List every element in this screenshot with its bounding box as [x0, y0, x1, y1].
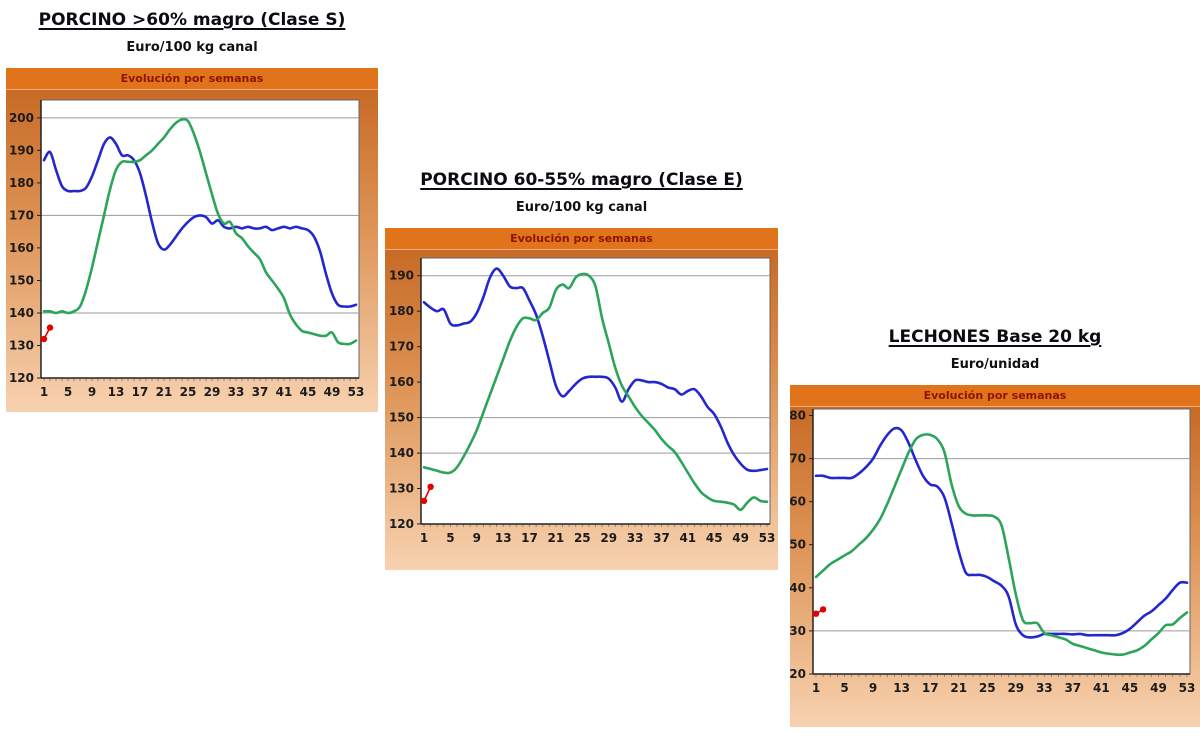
- x-axis-label: 45: [706, 531, 723, 545]
- x-axis-label: 49: [1150, 681, 1167, 695]
- panel-header-clase-s: Evolución por semanas: [6, 68, 378, 90]
- x-axis-label: 41: [1093, 681, 1110, 695]
- chart-subtitle-lechones: Euro/unidad: [950, 357, 1040, 372]
- series-line-green: [422, 272, 769, 512]
- chart-title-clase-e: PORCINO 60-55% magro (Clase E): [420, 170, 743, 190]
- chart-panel-lechones: Evolución por semanas 20 30 40 50 60 70 80 1 5 9 1…: [790, 385, 1200, 727]
- y-axis-label: 190: [389, 269, 414, 283]
- plot-area: [812, 408, 1191, 675]
- y-axis-label: 170: [389, 340, 414, 354]
- x-axis-label: 5: [840, 681, 848, 695]
- red-marker-point: [427, 483, 434, 490]
- x-axis-label: 9: [869, 681, 877, 695]
- y-axis-label: 160: [389, 375, 414, 389]
- x-axis-label: 53: [1179, 681, 1196, 695]
- x-axis-label: 13: [495, 531, 512, 545]
- y-axis-label: 190: [9, 143, 34, 157]
- x-axis-label: 37: [252, 385, 269, 399]
- chart-block-lechones: LECHONES Base 20 kg Euro/unidad Evolució…: [790, 325, 1200, 727]
- y-axis-label: 70: [790, 452, 806, 466]
- x-axis-label: 45: [1122, 681, 1139, 695]
- y-axis-label: 150: [9, 274, 34, 288]
- x-axis-label: 53: [348, 385, 365, 399]
- red-marker-point: [819, 606, 827, 613]
- red-marker-point: [46, 324, 54, 331]
- x-axis-label: 37: [653, 531, 670, 545]
- chart-canvas-lechones: 20 30 40 50 60 70 80 1 5 9 13 17 21 25 29 33 37 41 45 49 53: [790, 408, 1196, 695]
- red-marker-point: [420, 497, 428, 505]
- y-axis-label: 200: [9, 111, 34, 125]
- x-axis-label: 37: [1064, 681, 1081, 695]
- y-axis-label: 150: [389, 411, 414, 425]
- y-axis-label: 130: [389, 482, 414, 496]
- x-axis-label: 5: [446, 531, 454, 545]
- x-axis-label: 25: [979, 681, 996, 695]
- chart-canvas-clase-e: 120 130 140 150 160 170 180 190 1 5 9 13 17 21 25 29 33 3…: [389, 257, 776, 545]
- x-axis-label: 9: [88, 385, 96, 399]
- x-axis-label: 33: [1036, 681, 1053, 695]
- y-axis-label: 160: [9, 241, 34, 255]
- y-axis-label: 180: [389, 304, 414, 318]
- chart-block-clase-s: PORCINO >60% magro (Clase S) Euro/100 kg…: [6, 8, 378, 412]
- y-axis-label: 170: [9, 208, 34, 222]
- panel-header-lechones: Evolución por semanas: [790, 385, 1200, 407]
- chart-subtitle-clase-e: Euro/100 kg canal: [515, 200, 648, 215]
- plot-area: [420, 257, 771, 525]
- y-axis-label: 140: [389, 446, 414, 460]
- x-axis-label: 41: [276, 385, 293, 399]
- x-axis-label: 33: [627, 531, 644, 545]
- series-line-blue: [422, 267, 769, 473]
- x-axis-label: 29: [600, 531, 617, 545]
- x-axis-label: 29: [204, 385, 221, 399]
- panel-header-clase-e: Evolución por semanas: [385, 228, 778, 250]
- x-axis-label: 49: [324, 385, 341, 399]
- x-axis-label: 13: [893, 681, 910, 695]
- x-axis-label: 41: [679, 531, 696, 545]
- y-axis-label: 130: [9, 339, 34, 353]
- series-line-blue: [814, 426, 1189, 639]
- chart-block-clase-e: PORCINO 60-55% magro (Clase E) Euro/100 …: [385, 168, 778, 570]
- y-axis-label: 60: [790, 495, 806, 509]
- x-axis-label: 9: [473, 531, 481, 545]
- x-axis-label: 33: [228, 385, 245, 399]
- x-axis-label: 21: [156, 385, 173, 399]
- x-axis-label: 25: [574, 531, 591, 545]
- plot-area: [40, 99, 360, 379]
- x-axis-label: 17: [521, 531, 538, 545]
- x-axis-label: 17: [132, 385, 149, 399]
- chart-title-lechones: LECHONES Base 20 kg: [888, 327, 1102, 347]
- x-axis-label: 29: [1007, 681, 1024, 695]
- red-marker-point: [812, 610, 820, 617]
- series-line-blue: [42, 136, 358, 309]
- series-line-green: [42, 117, 358, 346]
- y-axis-label: 140: [9, 306, 34, 320]
- chart-title-clase-s: PORCINO >60% magro (Clase S): [38, 10, 346, 30]
- y-axis-label: 80: [790, 409, 806, 423]
- chart-panel-clase-e: Evolución por semanas 120 130 140 150 160 170…: [385, 228, 778, 570]
- y-axis-label: 50: [790, 538, 806, 552]
- x-axis-label: 25: [180, 385, 197, 399]
- x-axis-label: 21: [950, 681, 967, 695]
- y-axis-label: 40: [790, 581, 806, 595]
- chart-subtitle-clase-s: Euro/100 kg canal: [126, 40, 258, 55]
- x-axis-label: 1: [812, 681, 820, 695]
- x-axis-label: 1: [420, 531, 428, 545]
- x-axis-label: 5: [64, 385, 72, 399]
- series-line-green: [814, 433, 1189, 657]
- chart-panel-clase-s: Evolución por semanas 120 130 140 150 160 170…: [6, 68, 378, 412]
- x-axis-label: 17: [922, 681, 939, 695]
- y-axis-label: 120: [9, 371, 34, 385]
- x-axis-label: 1: [40, 385, 48, 399]
- x-axis-label: 13: [108, 385, 125, 399]
- chart-canvas-clase-s: 120 130 140 150 160 170 180 190 200 1 5 9 13 17 21 25 29…: [9, 99, 365, 399]
- x-axis-label: 45: [300, 385, 317, 399]
- y-axis-label: 30: [790, 624, 806, 638]
- x-axis-label: 21: [548, 531, 565, 545]
- x-axis-label: 53: [759, 531, 776, 545]
- red-marker-point: [40, 335, 48, 343]
- x-axis-label: 49: [732, 531, 749, 545]
- y-axis-label: 20: [790, 667, 806, 681]
- y-axis-label: 180: [9, 176, 34, 190]
- y-axis-label: 120: [389, 517, 414, 531]
